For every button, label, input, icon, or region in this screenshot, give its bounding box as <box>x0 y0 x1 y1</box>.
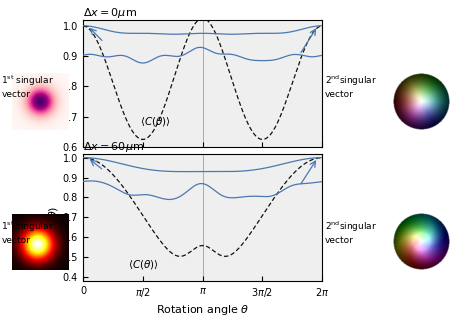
Text: $\langle C(\theta)\rangle$: $\langle C(\theta)\rangle$ <box>128 258 159 271</box>
Text: 1$^\mathrm{st}$ singular
vector: 1$^\mathrm{st}$ singular vector <box>1 219 54 245</box>
Text: 2$^\mathrm{nd}$singular
vector: 2$^\mathrm{nd}$singular vector <box>325 219 377 245</box>
Y-axis label: $C(\theta)$: $C(\theta)$ <box>47 71 60 95</box>
Text: $\Delta x = 60\mu$m: $\Delta x = 60\mu$m <box>83 140 144 154</box>
Y-axis label: $C(\theta)$: $C(\theta)$ <box>47 205 60 230</box>
Text: 2$^\mathrm{nd}$singular
vector: 2$^\mathrm{nd}$singular vector <box>325 74 377 99</box>
Text: $\Delta x = 0\mu$m: $\Delta x = 0\mu$m <box>83 6 137 20</box>
Text: 1$^\mathrm{st}$ singular
vector: 1$^\mathrm{st}$ singular vector <box>1 74 54 99</box>
Text: $\langle C(\theta)\rangle$: $\langle C(\theta)\rangle$ <box>140 115 171 128</box>
X-axis label: Rotation angle $\theta$: Rotation angle $\theta$ <box>156 303 249 317</box>
